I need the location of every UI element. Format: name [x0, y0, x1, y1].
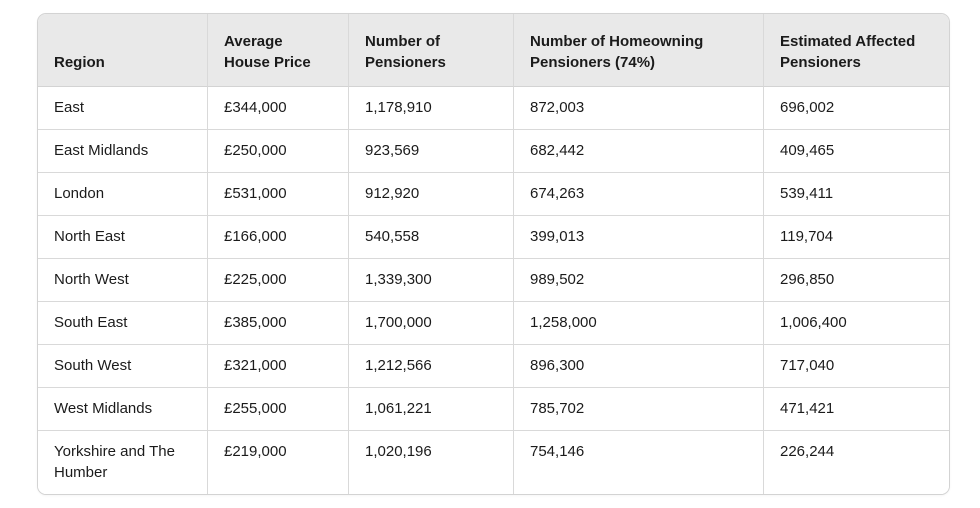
column-header: Number of Pensioners [349, 14, 514, 87]
table-cell: £250,000 [208, 130, 349, 173]
region-cell: North East [38, 216, 208, 259]
table-cell: 754,146 [514, 431, 764, 494]
table-cell: 872,003 [514, 87, 764, 130]
region-cell: North West [38, 259, 208, 302]
pensioners-table-card: Region Average House Price Number of Pensi… [37, 13, 950, 495]
table-cell: 1,212,566 [349, 345, 514, 388]
column-header: Number of Homeowning Pensioners (74%) [514, 14, 764, 87]
table-cell: 399,013 [514, 216, 764, 259]
table-cell: £531,000 [208, 173, 349, 216]
table-cell: 717,040 [764, 345, 949, 388]
table-row: West Midlands £255,000 1,061,221 785,702 471… [38, 388, 949, 431]
column-header: Average House Price [208, 14, 349, 87]
table-cell: 540,558 [349, 216, 514, 259]
table-cell: 785,702 [514, 388, 764, 431]
table-row: South East £385,000 1,700,000 1,258,000 1,00… [38, 302, 949, 345]
table-cell: £255,000 [208, 388, 349, 431]
table-cell: 674,263 [514, 173, 764, 216]
table-cell: 682,442 [514, 130, 764, 173]
region-cell: London [38, 173, 208, 216]
table-cell: 912,920 [349, 173, 514, 216]
region-cell: Yorkshire and The Humber [38, 431, 208, 494]
table-row: East Midlands £250,000 923,569 682,442 409,4… [38, 130, 949, 173]
table-cell: £219,000 [208, 431, 349, 494]
table-cell: 539,411 [764, 173, 949, 216]
table-cell: 1,061,221 [349, 388, 514, 431]
region-cell: South West [38, 345, 208, 388]
column-header: Region [38, 14, 208, 87]
table-cell: 296,850 [764, 259, 949, 302]
table-cell: 1,700,000 [349, 302, 514, 345]
table-cell: 989,502 [514, 259, 764, 302]
region-cell: South East [38, 302, 208, 345]
table-cell: 1,258,000 [514, 302, 764, 345]
table-cell: 1,006,400 [764, 302, 949, 345]
table-cell: 226,244 [764, 431, 949, 494]
region-cell: East [38, 87, 208, 130]
table-cell: 1,339,300 [349, 259, 514, 302]
table-row: East £344,000 1,178,910 872,003 696,002 [38, 87, 949, 130]
pensioners-table: Region Average House Price Number of Pensi… [38, 14, 949, 494]
column-header: Estimated Affected Pensioners [764, 14, 949, 87]
table-cell: £166,000 [208, 216, 349, 259]
region-cell: West Midlands [38, 388, 208, 431]
table-cell: 896,300 [514, 345, 764, 388]
table-row: Yorkshire and The Humber £219,000 1,020,19… [38, 431, 949, 494]
table-cell: 471,421 [764, 388, 949, 431]
table-row: North West £225,000 1,339,300 989,502 296,85… [38, 259, 949, 302]
table-cell: £321,000 [208, 345, 349, 388]
table-cell: 119,704 [764, 216, 949, 259]
table-cell: 923,569 [349, 130, 514, 173]
table-cell: 1,020,196 [349, 431, 514, 494]
table-cell: £225,000 [208, 259, 349, 302]
table-cell: £344,000 [208, 87, 349, 130]
table-row: North East £166,000 540,558 399,013 119,704 [38, 216, 949, 259]
region-cell: East Midlands [38, 130, 208, 173]
table-cell: 409,465 [764, 130, 949, 173]
header-row: Region Average House Price Number of Pensi… [38, 14, 949, 87]
table-cell: £385,000 [208, 302, 349, 345]
table-cell: 1,178,910 [349, 87, 514, 130]
table-cell: 696,002 [764, 87, 949, 130]
table-row: London £531,000 912,920 674,263 539,411 [38, 173, 949, 216]
table-row: South West £321,000 1,212,566 896,300 717,04… [38, 345, 949, 388]
